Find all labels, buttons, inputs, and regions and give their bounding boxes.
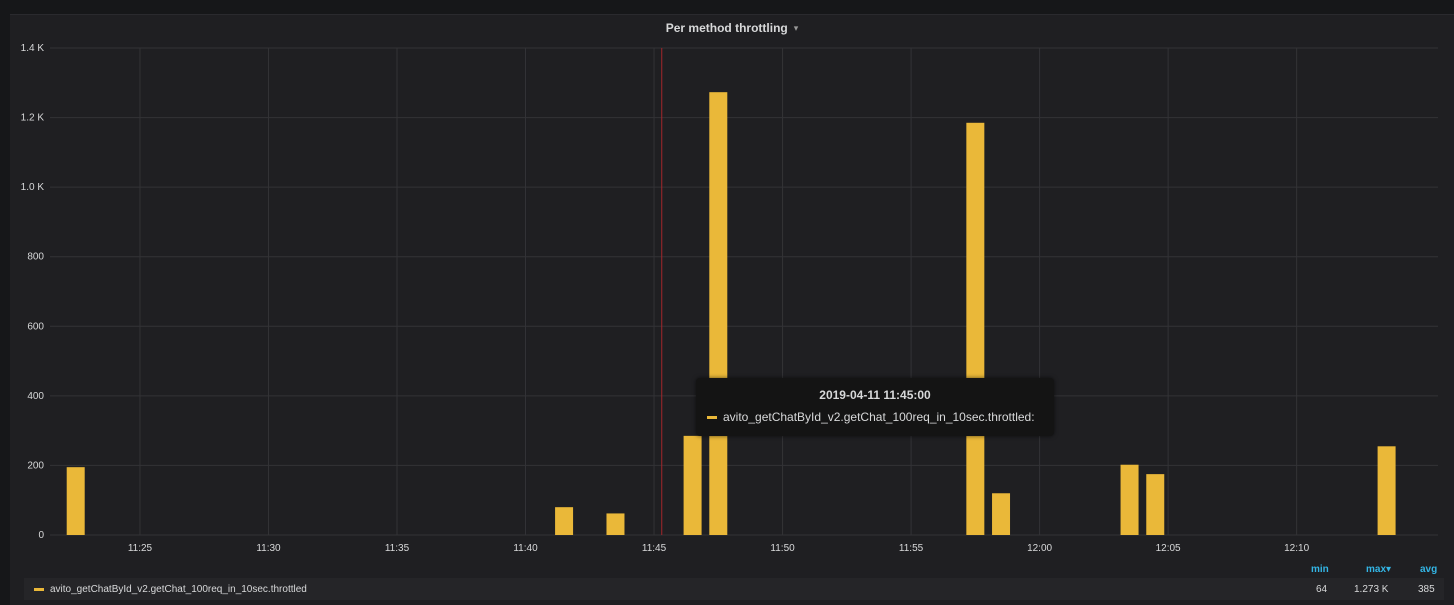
x-tick-label: 11:35	[385, 543, 410, 554]
y-axis-ticks: 0 200 400 600 800 1.0 K 1.2 K 1.4 K	[21, 43, 45, 541]
legend-item[interactable]: avito_getChatById_v2.getChat_100req_in_1…	[24, 578, 1444, 600]
x-tick-label: 12:00	[1027, 543, 1052, 554]
chart-bars	[66, 92, 1396, 536]
chart-bar	[1377, 446, 1396, 535]
y-tick-label: 1.4 K	[21, 43, 45, 54]
legend-header: min max▾ avg	[0, 564, 1454, 578]
x-tick-label: 11:50	[770, 543, 795, 554]
x-tick-label: 12:05	[1156, 543, 1181, 554]
chart-bar	[1146, 474, 1165, 535]
legend-header-max-label[interactable]: max	[1366, 564, 1387, 575]
y-tick-label: 400	[27, 391, 44, 402]
legend-header-min[interactable]: min	[1311, 564, 1329, 575]
dropdown-caret-icon[interactable]: ▾	[793, 22, 799, 33]
y-tick-label: 0	[38, 530, 44, 541]
chart-bar	[683, 435, 702, 535]
legend-item-min: 64	[1316, 584, 1328, 595]
chart-bar	[66, 467, 85, 535]
tooltip-series-row: avito_getChatById_v2.getChat_100req_in_1…	[707, 410, 1035, 424]
chart-bar	[555, 507, 574, 535]
y-tick-label: 1.2 K	[21, 113, 45, 124]
chart-grid	[50, 47, 1438, 536]
y-tick-label: 800	[27, 252, 44, 263]
legend-item-max: 1.273 K	[1354, 584, 1389, 595]
sort-desc-icon[interactable]: ▾	[1386, 564, 1392, 575]
tooltip-series-label: avito_getChatById_v2.getChat_100req_in_1…	[723, 410, 1035, 424]
y-tick-label: 600	[27, 321, 44, 332]
x-axis-ticks: 11:25 11:30 11:35 11:40 11:45 11:50 11:55 12:00…	[128, 543, 1310, 554]
graph-panel	[10, 14, 1454, 605]
tooltip-time: 2019-04-11 11:45:00	[819, 388, 931, 402]
legend-header-avg[interactable]: avg	[1420, 564, 1438, 575]
y-tick-label: 200	[27, 460, 44, 471]
x-tick-label: 11:30	[256, 543, 281, 554]
chart-bar	[709, 92, 728, 535]
x-tick-label: 11:55	[899, 543, 924, 554]
tooltip-series-swatch	[707, 415, 717, 419]
legend-item-name-wrap[interactable]: avito_getChatById_v2.getChat_100req_in_1…	[34, 584, 307, 595]
legend-header-max[interactable]: max▾	[1366, 564, 1391, 575]
panel-title[interactable]: Per method throttling	[665, 21, 788, 35]
x-tick-label: 12:10	[1284, 543, 1309, 554]
chart-bar	[1120, 464, 1139, 535]
chart-bar	[966, 122, 985, 536]
legend-item-name[interactable]: avito_getChatById_v2.getChat_100req_in_1…	[50, 584, 307, 595]
chart-bar	[606, 513, 625, 535]
x-tick-label: 11:45	[642, 543, 667, 554]
legend-series-swatch[interactable]	[34, 588, 44, 591]
chart-bar	[992, 493, 1011, 535]
panel-title-bar[interactable]: Per method throttling ▾	[10, 14, 1454, 42]
x-tick-label: 11:25	[128, 543, 153, 554]
y-tick-label: 1.0 K	[21, 182, 45, 193]
legend-item-avg: 385	[1418, 584, 1435, 595]
x-tick-label: 11:40	[513, 543, 538, 554]
hover-tooltip: 2019-04-11 11:45:00 avito_getChatById_v2…	[696, 378, 1054, 436]
